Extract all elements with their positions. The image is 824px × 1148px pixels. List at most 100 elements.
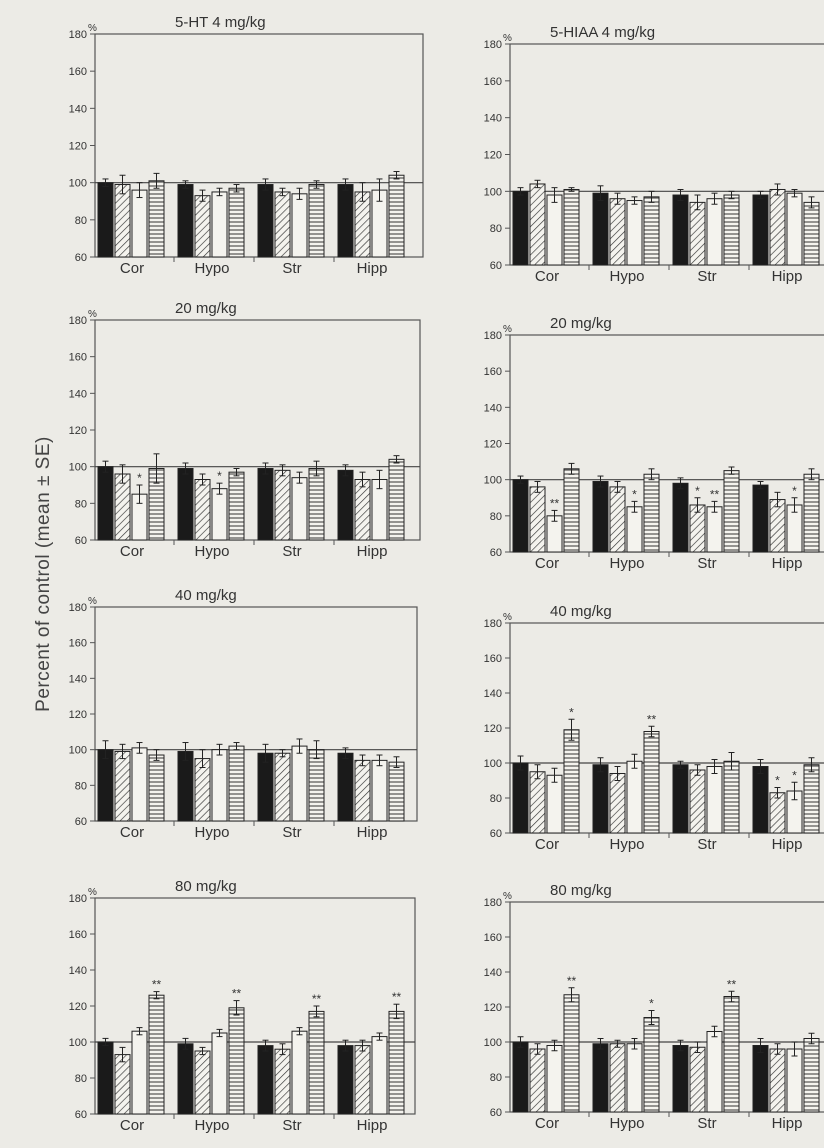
unit-label: %	[88, 23, 97, 34]
bar	[803, 1038, 820, 1113]
bar	[529, 1048, 546, 1113]
bar	[592, 1043, 609, 1113]
bar	[337, 752, 354, 822]
unit-label: %	[503, 612, 512, 623]
y-tick-label: 100	[69, 745, 87, 757]
bar	[354, 1045, 371, 1115]
bar	[148, 994, 165, 1115]
y-tick-label: 60	[75, 1109, 87, 1121]
bar	[512, 479, 529, 553]
bar	[609, 1043, 626, 1113]
bar	[689, 769, 706, 834]
y-tick-label: 60	[75, 252, 87, 264]
y-tick-label: 120	[69, 141, 87, 153]
category-label: Hypo	[609, 836, 644, 853]
bar	[194, 479, 211, 541]
category-label: Hipp	[357, 1117, 388, 1134]
panel-8: 80 mg/kg% 60 80 100 120 140 160 180 ** Cor * Hypo **…	[484, 882, 824, 1132]
y-tick-label: 160	[484, 932, 502, 944]
category-label: Hypo	[609, 1115, 644, 1132]
bar	[689, 1046, 706, 1113]
bar	[529, 486, 546, 553]
category-label: Hypo	[609, 268, 644, 285]
bar	[291, 193, 308, 258]
bar	[643, 196, 660, 266]
category-label: Hipp	[772, 268, 803, 285]
y-tick-label: 180	[484, 618, 502, 630]
bar	[512, 1041, 529, 1113]
bar	[626, 200, 643, 266]
bar	[609, 198, 626, 266]
y-tick-label: 160	[69, 352, 87, 364]
bar	[723, 194, 740, 266]
bar	[626, 506, 643, 553]
bar	[131, 1030, 148, 1115]
bar	[131, 747, 148, 822]
unit-label: %	[88, 309, 97, 320]
bar	[609, 773, 626, 834]
y-tick-label: 180	[69, 602, 87, 614]
y-tick-label: 180	[69, 29, 87, 41]
bar	[337, 469, 354, 541]
bar	[592, 480, 609, 553]
y-tick-label: 140	[69, 103, 87, 115]
bar	[257, 468, 274, 541]
bar	[177, 750, 194, 822]
y-tick-label: 100	[484, 1037, 502, 1049]
category-label: Cor	[535, 1115, 559, 1132]
bar	[563, 188, 580, 266]
category-label: Cor	[535, 836, 559, 853]
bar	[723, 996, 740, 1113]
bar	[194, 1050, 211, 1115]
significance-marker: **	[727, 977, 737, 991]
y-tick-label: 60	[490, 1107, 502, 1119]
bar	[131, 189, 148, 258]
panel-3: 20 mg/kg% 60 80 100 120 140 160 180 * Cor * Hypo Str…	[69, 300, 421, 560]
category-label: Hipp	[357, 824, 388, 841]
category-label: Cor	[120, 260, 144, 277]
y-tick-label: 160	[69, 66, 87, 78]
bar	[148, 754, 165, 822]
bar	[211, 488, 228, 541]
bar	[803, 473, 820, 553]
significance-marker: *	[695, 484, 700, 498]
y-tick-label: 140	[69, 673, 87, 685]
category-label: Str	[282, 824, 301, 841]
bar	[177, 1043, 194, 1115]
y-tick-label: 160	[484, 653, 502, 665]
bar	[354, 759, 371, 822]
y-tick-label: 120	[484, 723, 502, 735]
bar	[803, 201, 820, 266]
bar	[563, 468, 580, 553]
significance-marker: *	[569, 705, 574, 719]
panel-title: 5-HIAA 4 mg/kg	[550, 24, 655, 41]
panel-title: 40 mg/kg	[550, 603, 612, 620]
significance-marker: **	[392, 990, 402, 1004]
bar	[337, 184, 354, 258]
panel-title: 80 mg/kg	[550, 882, 612, 899]
bar	[274, 752, 291, 822]
category-label: Hipp	[772, 1115, 803, 1132]
y-tick-label: 140	[484, 967, 502, 979]
bar	[274, 469, 291, 541]
bar	[529, 771, 546, 834]
significance-marker: **	[567, 974, 577, 988]
category-label: Hypo	[194, 824, 229, 841]
bar	[114, 184, 131, 258]
significance-marker: **	[152, 978, 162, 992]
category-label: Str	[282, 543, 301, 560]
category-label: Str	[282, 1117, 301, 1134]
bar	[371, 759, 388, 822]
y-tick-label: 80	[75, 780, 87, 792]
bar	[786, 192, 803, 266]
y-tick-label: 100	[69, 1037, 87, 1049]
category-label: Str	[697, 268, 716, 285]
y-tick-label: 120	[69, 709, 87, 721]
bar	[643, 1017, 660, 1113]
y-tick-label: 180	[484, 897, 502, 909]
bar	[291, 477, 308, 541]
bar	[257, 184, 274, 258]
bar	[97, 182, 114, 258]
